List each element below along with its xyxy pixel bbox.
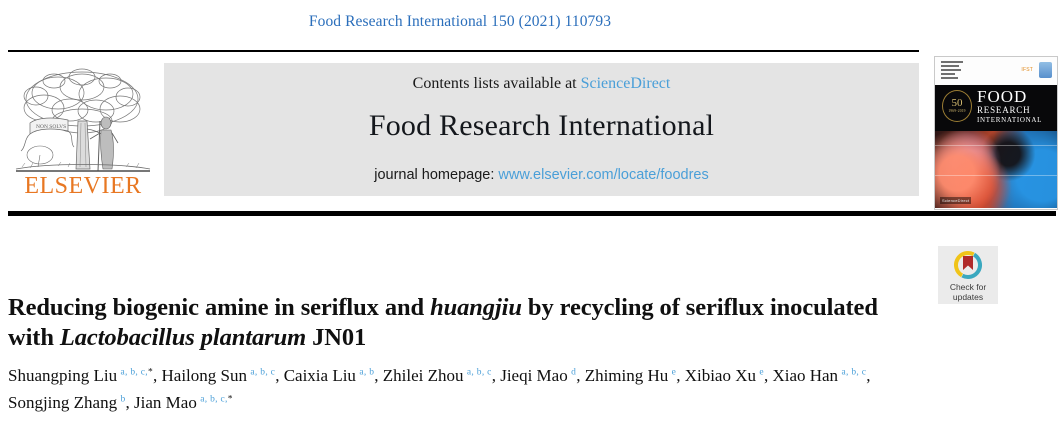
author-entry: Xiao Han a, b, c,	[772, 366, 870, 385]
ifst-badge: IFST	[1021, 67, 1033, 73]
svg-text:ELSEVIER: ELSEVIER	[24, 173, 141, 197]
author-affiliation-marker: b	[120, 394, 126, 405]
author-name: Songjing Zhang	[8, 393, 121, 412]
cover-society-badges: IFST	[1021, 62, 1052, 78]
anniversary-badge: 50 1969-2019	[942, 90, 972, 122]
author-entry: Jieqi Mao d,	[500, 366, 584, 385]
author-separator: ,	[491, 366, 501, 385]
author-name: Shuangping Liu	[8, 366, 121, 385]
author-separator: ,	[576, 366, 585, 385]
author-name: Zhiming Hu	[584, 366, 672, 385]
author-affiliation-marker: a, b, c	[250, 367, 276, 378]
corresponding-author-marker: *	[147, 367, 154, 378]
cover-journal-title: FOOD RESEARCH INTERNATIONAL	[977, 88, 1053, 125]
homepage-line: journal homepage: www.elsevier.com/locat…	[164, 167, 919, 183]
author-name: Jieqi Mao	[500, 366, 572, 385]
cover-elsevier-mark-icon	[941, 61, 965, 80]
homepage-prefix: journal homepage:	[374, 167, 499, 183]
corresponding-author-marker: *	[227, 394, 233, 405]
author-affiliation-marker: a, b, c,	[200, 394, 228, 405]
anniversary-number: 50	[951, 97, 963, 109]
author-entry: Xibiao Xu e,	[685, 366, 773, 385]
journal-banner: Contents lists available at ScienceDirec…	[164, 63, 919, 196]
anniversary-years: 1969-2019	[948, 109, 966, 113]
author-affiliation-marker: d	[571, 367, 577, 378]
author-name: Jian Mao	[134, 393, 201, 412]
author-affiliation-marker: a, b	[359, 367, 375, 378]
author-list: Shuangping Liu a, b, c,*, Hailong Sun a,…	[8, 362, 908, 416]
author-entry: Zhiming Hu e,	[585, 366, 685, 385]
cover-top-strip: IFST	[935, 57, 1057, 85]
author-affiliation-marker: a, b, c,	[120, 367, 148, 378]
contents-line: Contents lists available at ScienceDirec…	[164, 75, 919, 93]
author-separator: ,	[763, 366, 773, 385]
author-entry: Zhilei Zhou a, b, c,	[383, 366, 500, 385]
cover-title-line3: INTERNATIONAL	[977, 116, 1043, 124]
journal-title: Food Research International	[368, 109, 715, 142]
cover-title-block: 50 1969-2019 FOOD RESEARCH INTERNATIONAL	[935, 85, 1057, 131]
author-separator: ,	[676, 366, 685, 385]
author-entry: Songjing Zhang b,	[8, 393, 134, 412]
article-title-part3: JN01	[306, 324, 367, 352]
author-name: Caixia Liu	[283, 366, 360, 385]
svg-text:NON SOLVS: NON SOLVS	[36, 124, 66, 130]
article-title-part2: by recycling of seriflux inoculated with	[8, 294, 878, 352]
author-separator: ,	[374, 366, 383, 385]
article-title-part1: Reducing biogenic amine in seriflux and	[8, 294, 431, 322]
crossmark-label-line2: updates	[952, 292, 984, 302]
crossmark-icon	[953, 250, 983, 280]
author-name: Xiao Han	[772, 366, 842, 385]
elsevier-logo: NON SOLVS ELSEVIER	[8, 63, 158, 197]
author-name: Zhilei Zhou	[382, 366, 467, 385]
cifst-badge-icon	[1039, 62, 1052, 78]
author-separator: ,	[866, 366, 871, 385]
cover-title-line2: RESEARCH	[977, 105, 1031, 115]
author-affiliation-marker: e	[671, 367, 677, 378]
article-title: Reducing biogenic amine in seriflux and …	[8, 293, 908, 353]
author-entry: Shuangping Liu a, b, c,*,	[8, 366, 162, 385]
author-separator: ,	[153, 366, 162, 385]
author-affiliation-marker: e	[759, 367, 764, 378]
author-name: Hailong Sun	[161, 366, 251, 385]
cover-sciencedirect-imprint: ScienceDirect	[940, 197, 972, 204]
contents-prefix: Contents lists available at	[412, 75, 581, 92]
journal-cover-thumbnail[interactable]: IFST 50 1969-2019 FOOD RESEARCH INTERNAT…	[934, 56, 1058, 210]
cover-photo: ScienceDirect	[935, 131, 1057, 208]
journal-homepage-link[interactable]: www.elsevier.com/locate/foodres	[498, 167, 709, 183]
author-entry: Jian Mao a, b, c,*	[134, 393, 233, 412]
crossmark-label: Check for updates	[938, 282, 998, 302]
author-separator: ,	[125, 393, 135, 412]
masthead-top-rule	[8, 50, 919, 52]
author-affiliation-marker: a, b, c	[466, 367, 492, 378]
author-entry: Caixia Liu a, b,	[284, 366, 383, 385]
section-separator-rule	[8, 211, 1056, 216]
author-affiliation-marker: a, b, c	[841, 367, 867, 378]
author-separator: ,	[275, 366, 284, 385]
cover-title-line1: FOOD	[977, 87, 1028, 106]
author-name: Xibiao Xu	[684, 366, 760, 385]
crossmark-badge[interactable]: Check for updates	[938, 246, 998, 304]
crossmark-label-line1: Check for	[949, 282, 987, 292]
author-entry: Hailong Sun a, b, c,	[162, 366, 284, 385]
running-head: Food Research International 150 (2021) 1…	[308, 13, 612, 30]
journal-masthead: NON SOLVS ELSEVIER Contents lists availa…	[8, 57, 919, 197]
article-title-italic-huangjiu: huangjiu	[430, 294, 522, 322]
article-title-italic-species: Lactobacillus plantarum	[59, 324, 307, 352]
sciencedirect-link[interactable]: ScienceDirect	[580, 75, 671, 92]
